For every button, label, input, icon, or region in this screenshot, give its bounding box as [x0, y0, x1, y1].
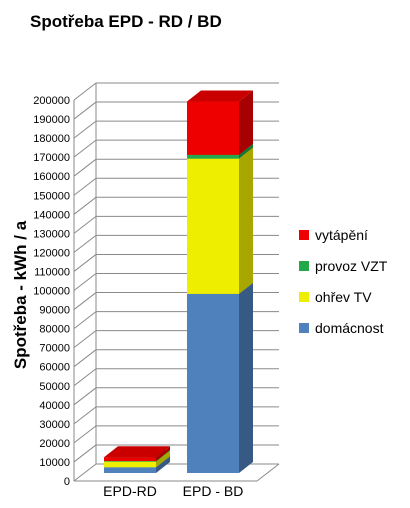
- gridline-side: [73, 387, 97, 406]
- gridline-side: [73, 349, 97, 368]
- y-tick-label: 200000: [33, 95, 70, 107]
- bar-side: [156, 450, 170, 468]
- gridline-side: [73, 196, 97, 215]
- gridline-side: [73, 463, 97, 482]
- gridline-side: [73, 406, 97, 425]
- y-tick-label: 50000: [39, 381, 70, 393]
- x-tick-label: EPD - BD: [183, 483, 244, 499]
- bar-segment-vytápění: [104, 446, 170, 461]
- y-tick-label: 0: [64, 476, 70, 488]
- y-tick-label: 190000: [33, 114, 70, 126]
- bar-side: [156, 446, 170, 461]
- y-tick-label: 140000: [33, 209, 70, 221]
- floor-side-edge: [256, 463, 280, 482]
- gridline-side: [73, 235, 97, 253]
- y-tick-label: 160000: [33, 171, 70, 183]
- bar-front: [104, 457, 156, 461]
- gridline-side: [73, 177, 97, 196]
- legend-label: vytápění: [315, 227, 368, 243]
- y-tick-label: 180000: [33, 133, 70, 145]
- bar-front: [187, 154, 239, 159]
- bar-side: [156, 449, 170, 462]
- bar-top: [104, 446, 170, 458]
- bars: [104, 90, 253, 473]
- y-tick-label: 90000: [39, 305, 70, 317]
- gridline-side: [73, 368, 97, 387]
- y-tick-label: 150000: [33, 190, 70, 202]
- bar-side: [156, 456, 170, 473]
- gridline-side: [73, 292, 97, 310]
- bar-segment-vytápění: [187, 90, 253, 155]
- y-tick-labels: 0 10000 20000 30000 40000 50000 60000 70000 8000…: [33, 95, 70, 488]
- y-tick-label: 30000: [39, 419, 70, 431]
- y-tick-label: 120000: [33, 247, 70, 259]
- bar-side: [239, 282, 253, 473]
- gridline-side: [73, 158, 97, 177]
- gridline-side: [73, 254, 97, 272]
- bar-front: [187, 101, 239, 155]
- bar-side: [239, 90, 253, 155]
- y-tick-label: 100000: [33, 286, 70, 298]
- bar-front: [187, 293, 239, 473]
- y-tick-label: 130000: [33, 228, 70, 240]
- bar-side: [239, 143, 253, 159]
- gridline-side: [73, 82, 97, 101]
- y-tick-label: 110000: [34, 266, 70, 278]
- gridline-side: [73, 139, 97, 158]
- gridline-side: [73, 311, 97, 329]
- y-tick-label: 10000: [39, 457, 70, 469]
- bar-segment-ohřev TV: [187, 147, 253, 294]
- y-tick-label: 20000: [39, 438, 70, 450]
- y-tick-label: 70000: [39, 343, 70, 355]
- bar-front: [104, 460, 156, 462]
- gridline-side: [73, 330, 97, 349]
- bar-side: [239, 147, 253, 294]
- gridline-side: [73, 215, 97, 234]
- legend-swatch: [299, 230, 309, 240]
- bar-front: [187, 158, 239, 294]
- y-tick-label: 170000: [33, 152, 70, 164]
- bar-top: [187, 90, 253, 102]
- legend: vytápění provoz VZT ohřev TV domácnost: [299, 227, 388, 336]
- y-tick-label: 60000: [39, 362, 70, 374]
- x-tick-label: EPD-RD: [103, 483, 157, 499]
- y-tick-label: 40000: [39, 400, 70, 412]
- legend-swatch: [299, 292, 309, 302]
- gridline-side: [73, 273, 97, 291]
- bar-segment-domácnost: [187, 282, 253, 473]
- legend-label: ohřev TV: [315, 289, 372, 305]
- legend-swatch: [299, 261, 309, 271]
- legend-swatch: [299, 323, 309, 333]
- gridline-side: [73, 425, 97, 444]
- gridline-side: [73, 120, 97, 139]
- legend-label: domácnost: [315, 320, 384, 336]
- chart-title: Spotřeba EPD - RD / BD: [30, 12, 222, 31]
- y-tick-label: 80000: [39, 324, 70, 336]
- bar-front: [104, 467, 156, 473]
- gridline-side: [73, 101, 97, 120]
- gridline-side: [73, 444, 97, 463]
- legend-label: provoz VZT: [315, 258, 388, 274]
- bar-front: [104, 461, 156, 468]
